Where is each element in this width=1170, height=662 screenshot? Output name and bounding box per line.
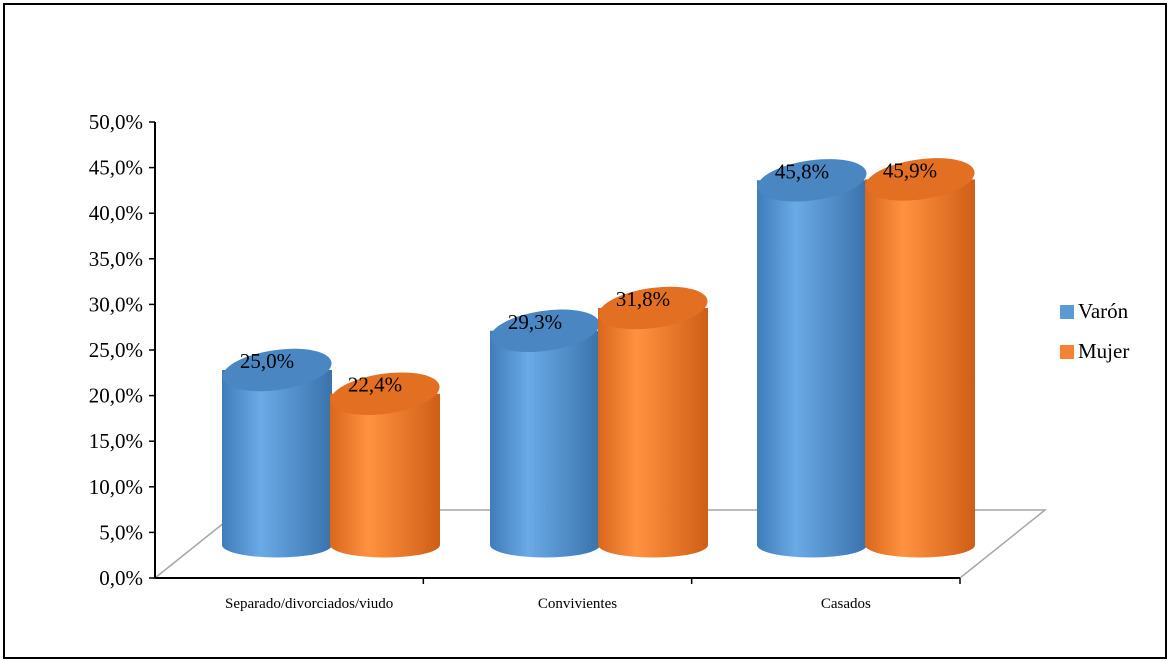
bar-top [490,309,600,353]
x-tick-label: Separado/divorciados/viudo [225,596,393,612]
y-tick-label: 10,0% [89,475,143,499]
bar-varon [222,348,332,558]
bar-body [598,307,708,558]
x-tick-label: Casados [821,596,871,612]
bar-top [865,158,975,201]
bar-mujer [865,158,975,558]
legend-swatch [1060,305,1074,319]
data-label: 29,3% [508,310,562,334]
y-tick-label: 5,0% [99,520,143,544]
y-tick-label: 30,0% [89,292,143,316]
bar-body [222,370,332,558]
bar-body [490,330,600,558]
bar-mujer [330,372,440,558]
y-tick-label: 0,0% [99,566,143,590]
data-label: 22,4% [348,373,402,397]
x-tick-label: Convivientes [538,596,617,612]
y-tick-label: 40,0% [89,201,143,225]
data-label: 45,9% [883,158,937,182]
bar-body [865,179,975,558]
y-tick-label: 20,0% [89,384,143,408]
bar-top [222,348,332,392]
legend-label: Mujer [1078,339,1129,363]
bar-body [330,393,440,558]
bar-top [598,286,708,330]
outer-border [3,3,1167,659]
bar-top [757,159,867,202]
data-label: 31,8% [616,287,670,311]
legend-label: Varón [1078,299,1129,323]
bar-mujer [598,286,708,558]
bar-top [330,372,440,415]
y-tick-label: 35,0% [89,247,143,271]
y-tick-label: 15,0% [89,429,143,453]
bar-body [757,180,867,558]
data-label: 45,8% [775,159,829,183]
bar-varon [490,309,600,558]
data-label: 25,0% [240,349,294,373]
legend-swatch [1060,345,1074,359]
y-tick-label: 45,0% [89,156,143,180]
bar-varon [757,159,867,558]
y-tick-label: 25,0% [89,338,143,362]
y-tick-label: 50,0% [89,110,143,134]
